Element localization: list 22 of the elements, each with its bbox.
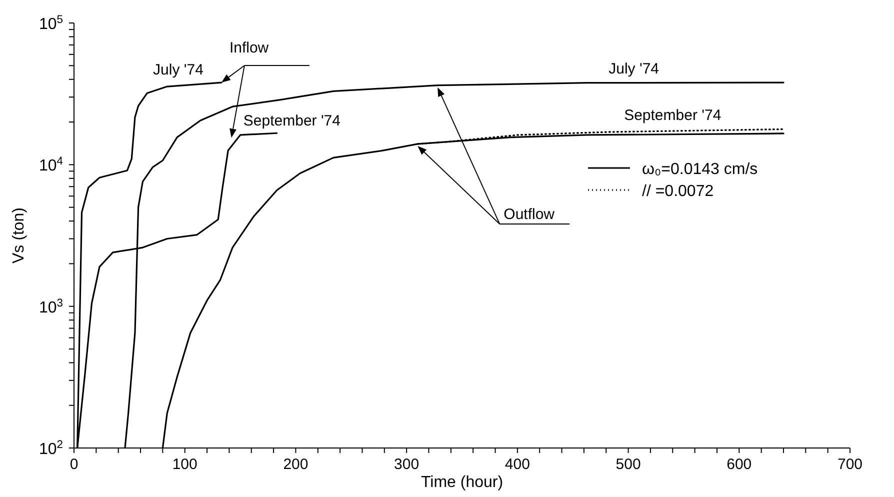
- annotation: September '74: [243, 112, 341, 130]
- x-tick-label: 300: [394, 456, 420, 473]
- x-tick-label: 700: [837, 456, 863, 473]
- annotation: September '74: [624, 106, 722, 124]
- x-tick-label: 500: [616, 456, 641, 473]
- x-tick-label: 200: [283, 456, 308, 473]
- x-tick-label: 100: [172, 456, 198, 473]
- annotation: July '74: [608, 60, 660, 78]
- y-tick-label: 10$^{5}$: [38, 14, 63, 33]
- legend-label: ω₀=0.0143 cm/s: [642, 161, 758, 178]
- x-tick-label: 600: [726, 456, 752, 473]
- annotation: Outflow: [504, 206, 555, 223]
- y-tick-label: 10$^{3}$: [38, 297, 63, 316]
- annotation: Inflow: [229, 40, 269, 57]
- y-axis-title: Vs (ton): [10, 207, 28, 264]
- x-tick-label: 400: [504, 456, 530, 473]
- y-tick-label: 10$^{4}$: [38, 156, 63, 175]
- legend-label: // =0.0072: [642, 183, 714, 200]
- annotation: July '74: [153, 62, 204, 79]
- x-axis-title: Time (hour): [420, 474, 504, 491]
- x-tick-label: 0: [70, 456, 78, 473]
- y-tick-label: 10$^{2}$: [38, 439, 63, 458]
